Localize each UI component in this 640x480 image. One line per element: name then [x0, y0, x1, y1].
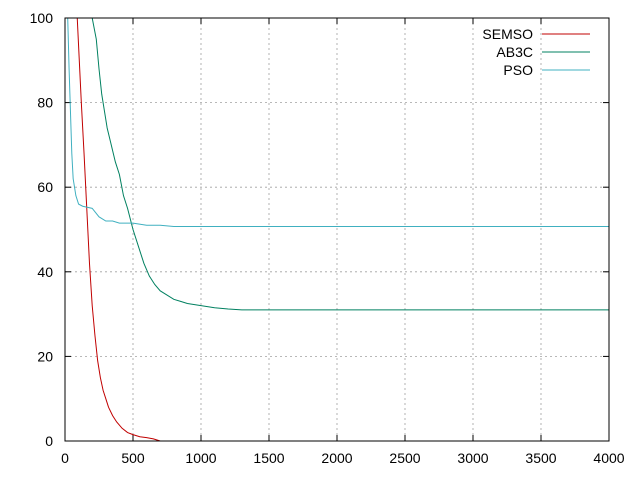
x-tick-label: 0: [61, 450, 69, 466]
y-tick-label: 100: [30, 10, 54, 26]
series-lines: [67, 17, 609, 442]
y-tick-label: 0: [45, 433, 53, 449]
series-line-pso: [67, 17, 609, 228]
y-tick-label: 60: [37, 179, 53, 195]
plot-frame: [64, 17, 610, 442]
legend-label-pso: PSO: [503, 62, 533, 78]
x-tick-label: 2000: [321, 450, 352, 466]
legend-label-ab3c: AB3C: [496, 44, 533, 60]
x-tick-label: 500: [121, 450, 145, 466]
x-tick-label: 3500: [525, 450, 556, 466]
legend-label-semso: SEMSO: [482, 26, 533, 42]
x-tick-label: 3000: [457, 450, 488, 466]
x-tick-label: 4000: [593, 450, 624, 466]
x-tick-label: 2500: [389, 450, 420, 466]
series-line-semso: [76, 17, 161, 442]
grid: [65, 18, 609, 441]
series-line-ab3c: [91, 17, 609, 311]
y-tick-label: 80: [37, 95, 53, 111]
x-tick-label: 1500: [253, 450, 284, 466]
axis-ticks: 0 500 1000 1500 2000 2500 3000 3500 4000 0 20 40 60 8…: [30, 10, 625, 466]
x-tick-label: 1000: [185, 450, 216, 466]
legend: SEMSO AB3C PSO: [482, 26, 590, 78]
y-tick-label: 20: [37, 348, 53, 364]
y-tick-label: 40: [37, 264, 53, 280]
